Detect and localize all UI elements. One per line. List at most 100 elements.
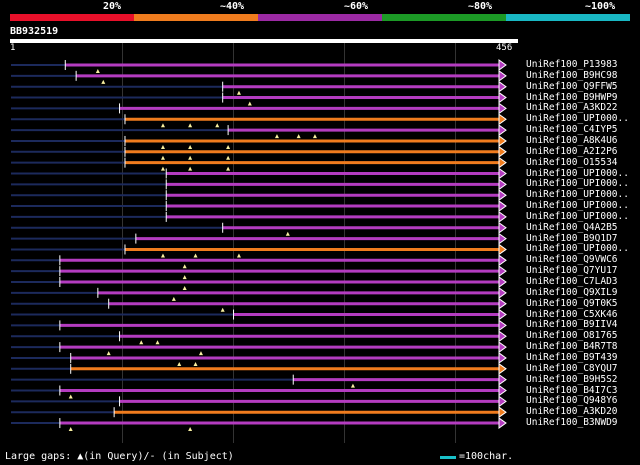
hit-end-arrow: [498, 113, 507, 126]
hit-name-link[interactable]: UniRef100_Q7YU17: [526, 265, 618, 277]
query-gap-marker: [160, 253, 165, 258]
query-gap-marker: [139, 340, 144, 345]
hit-name-link[interactable]: UniRef100_B9Q1D7: [526, 232, 618, 244]
hit-name-link[interactable]: UniRef100_B4I7C3: [526, 384, 618, 396]
grid-line: [233, 43, 234, 443]
hit-name-link[interactable]: UniRef100_A3KD22: [526, 102, 618, 114]
hit-name-link[interactable]: UniRef100_UPI000..: [526, 189, 629, 201]
hit-name-link[interactable]: UniRef100_C7LAD3: [526, 276, 618, 287]
hit-name-link[interactable]: UniRef100_UPI000..: [526, 113, 629, 125]
hit-name-link[interactable]: UniRef100_UPI000..: [526, 200, 629, 212]
query-gap-marker: [220, 307, 225, 312]
query-id: BB932519: [10, 26, 59, 37]
hit-name-link[interactable]: UniRef100_Q9VWC6: [526, 254, 618, 266]
query-gap-marker: [182, 286, 187, 290]
query-gap-marker: [68, 394, 73, 399]
hit-name-link[interactable]: UniRef100_A2I2P6: [526, 145, 618, 157]
hit-end-arrow: [498, 243, 507, 256]
legend-segment: [506, 14, 630, 21]
query-gap-marker: [285, 231, 290, 236]
hit-name-link[interactable]: UniRef100_A3KD20: [526, 406, 618, 418]
hit-name-link[interactable]: UniRef100_O81765: [526, 330, 618, 342]
grid-line: [455, 43, 456, 443]
hit-name-link[interactable]: UniRef100_B9HC98: [526, 69, 618, 81]
hit-end-arrow: [498, 91, 507, 104]
query-gap-marker: [188, 427, 193, 432]
hit-name-link[interactable]: UniRef100_UPI000..: [526, 178, 629, 190]
query-end-label: 456: [496, 43, 513, 53]
hit-end-arrow: [498, 124, 507, 137]
query-gap-marker: [296, 134, 301, 139]
hit-end-arrow: [498, 362, 507, 375]
query-gap-marker: [236, 90, 241, 95]
hit-end-arrow: [498, 254, 507, 267]
query-gap-marker: [226, 144, 231, 149]
hit-name-link[interactable]: UniRef100_B3NWD9: [526, 417, 618, 429]
hit-name-link[interactable]: UniRef100_UPI000..: [526, 210, 629, 222]
hit-end-arrow: [498, 351, 507, 364]
hit-end-arrow: [498, 232, 507, 245]
query-gap-marker: [188, 166, 193, 171]
query-start-label: 1: [10, 43, 16, 53]
hit-end-arrow: [498, 308, 507, 321]
hit-name-link[interactable]: UniRef100_Q4A2B5: [526, 221, 618, 233]
hit-end-arrow: [498, 373, 507, 386]
hit-name-link[interactable]: UniRef100_C8YQU7: [526, 362, 618, 374]
hit-end-arrow: [498, 80, 507, 93]
hit-name-link[interactable]: UniRef100_Q9XIL9: [526, 286, 618, 298]
scale-bar: [440, 456, 456, 459]
query-gap-marker: [188, 144, 193, 149]
query-gap-marker: [160, 155, 165, 160]
hit-name-link[interactable]: UniRef100_UPI000..: [526, 167, 629, 179]
hit-name-link[interactable]: UniRef100_Q948Y6: [526, 395, 618, 407]
hit-name-link[interactable]: UniRef100_UPI000..: [526, 243, 629, 255]
legend-segment: [382, 14, 506, 21]
query-gap-marker: [155, 340, 160, 345]
legend-label: ~100%: [585, 1, 616, 12]
query-gap-marker: [68, 427, 73, 432]
hit-end-arrow: [498, 167, 507, 180]
hit-name-link[interactable]: UniRef100_B4R7T8: [526, 341, 618, 353]
query-gap-marker: [160, 123, 165, 128]
hit-name-link[interactable]: UniRef100_B9T439: [526, 351, 618, 363]
hit-name-link[interactable]: UniRef100_O15534: [526, 156, 618, 168]
hit-name-link[interactable]: UniRef100_B9HWP9: [526, 91, 618, 103]
query-gap-marker: [198, 351, 203, 356]
scale-label: =100char.: [459, 451, 514, 462]
hit-end-arrow: [498, 178, 507, 191]
query-gap-marker: [226, 155, 231, 160]
query-gap-marker: [106, 351, 111, 356]
hit-name-link[interactable]: UniRef100_B9H5S2: [526, 373, 618, 385]
query-gap-marker: [95, 69, 100, 73]
query-gap-marker: [182, 264, 187, 269]
query-gap-marker: [247, 101, 252, 106]
grid-line: [122, 43, 123, 443]
legend-label: ~60%: [344, 1, 369, 12]
query-gap-marker: [188, 155, 193, 160]
hit-name-link[interactable]: UniRef100_A8K4U6: [526, 134, 618, 146]
legend-label: ~40%: [220, 1, 245, 12]
hit-name-link[interactable]: UniRef100_P13983: [526, 59, 618, 70]
legend-segment: [134, 14, 258, 21]
hit-end-arrow: [498, 221, 507, 234]
query-gap-marker: [312, 134, 317, 139]
query-gap-marker: [188, 123, 193, 128]
legend-segment: [10, 14, 134, 21]
query-gap-marker: [236, 253, 241, 258]
hit-end-arrow: [498, 200, 507, 213]
hit-name-link[interactable]: UniRef100_Q9FFW5: [526, 80, 618, 92]
hit-name-link[interactable]: UniRef100_C5XK46: [526, 308, 618, 320]
hit-name-link[interactable]: UniRef100_Q9T0K5: [526, 297, 618, 309]
query-gap-marker: [193, 253, 198, 258]
query-gap-marker: [274, 134, 279, 139]
hit-name-link[interactable]: UniRef100_C4IYP5: [526, 124, 618, 136]
hit-end-arrow: [498, 59, 507, 71]
hit-end-arrow: [498, 156, 507, 169]
hit-end-arrow: [498, 395, 507, 408]
legend-label: ~80%: [468, 1, 493, 12]
query-gap-marker: [215, 123, 220, 128]
hit-name-link[interactable]: UniRef100_B9IIV4: [526, 319, 618, 331]
hit-end-arrow: [498, 276, 507, 288]
hit-end-arrow: [498, 341, 507, 354]
